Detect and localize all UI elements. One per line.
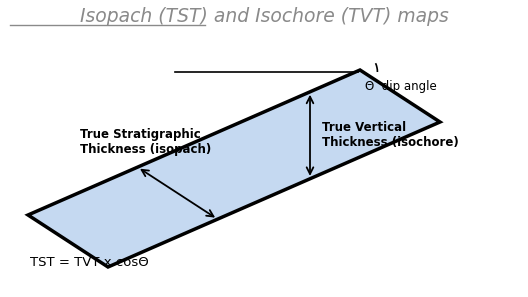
Text: True Vertical
Thickness (isochore): True Vertical Thickness (isochore) (322, 121, 459, 149)
Text: True Stratigraphic
Thickness (isopach): True Stratigraphic Thickness (isopach) (80, 128, 211, 156)
Text: Θ  dip angle: Θ dip angle (365, 80, 437, 93)
Polygon shape (28, 70, 440, 267)
Text: Isopach (TST) and Isochore (TVT) maps: Isopach (TST) and Isochore (TVT) maps (80, 7, 448, 26)
Text: TST = TVT x cosΘ: TST = TVT x cosΘ (30, 255, 149, 268)
